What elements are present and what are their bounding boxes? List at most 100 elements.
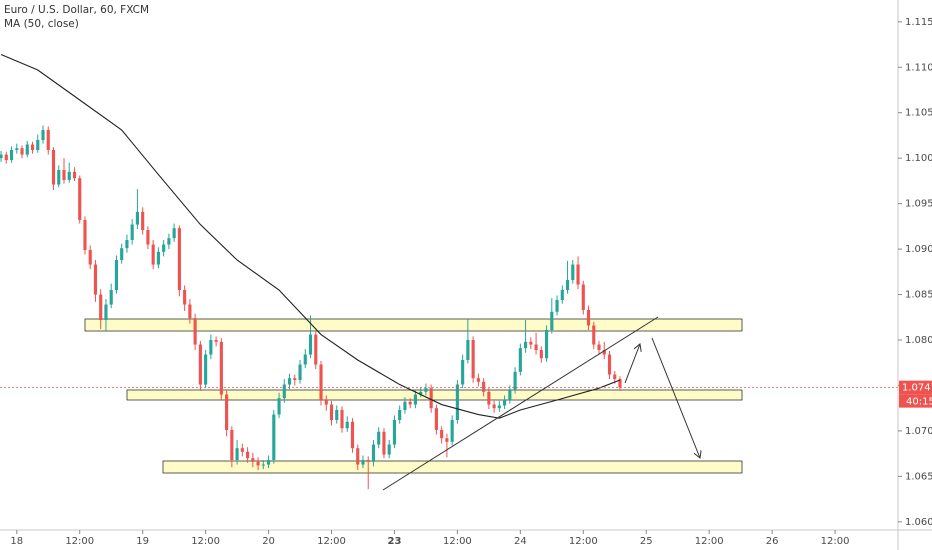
candle-body xyxy=(413,394,418,405)
candle-body xyxy=(230,430,234,460)
x-tick-label: 25 xyxy=(640,536,653,547)
x-tick-label: 12:00 xyxy=(695,536,724,547)
candle-body xyxy=(576,264,580,285)
candle-body xyxy=(366,460,370,462)
x-tick-label: 12:00 xyxy=(821,536,850,547)
candle-body xyxy=(555,300,559,312)
candle-body xyxy=(235,448,239,460)
candle-body xyxy=(114,260,119,290)
x-tick-label: 23 xyxy=(387,536,401,547)
candle-body xyxy=(492,404,496,409)
candle-body xyxy=(146,230,150,245)
candle-body xyxy=(57,170,61,185)
candle-body xyxy=(513,371,517,390)
x-tick-label: 26 xyxy=(766,536,779,547)
candle-body xyxy=(329,404,334,420)
candle-body xyxy=(539,350,543,359)
candle-body xyxy=(466,340,470,360)
x-tick-label: 20 xyxy=(262,536,275,547)
candle-body xyxy=(198,344,202,385)
candle-body xyxy=(240,448,244,452)
candle-body xyxy=(104,304,108,320)
candle-body xyxy=(345,421,349,429)
candle-body xyxy=(503,400,507,406)
candle-body xyxy=(225,394,229,430)
candle-body xyxy=(429,388,433,409)
candle-body xyxy=(476,378,480,382)
ma-line xyxy=(0,54,621,419)
candle-body xyxy=(524,341,528,349)
chart-title: Euro / U.S. Dollar, 60, FXCM xyxy=(4,4,149,16)
candle-body xyxy=(518,348,522,372)
candle-body xyxy=(266,460,271,465)
candle-body xyxy=(434,408,438,430)
candle-body xyxy=(256,461,260,466)
candle-body xyxy=(246,451,250,459)
candle-body xyxy=(534,344,538,350)
candle-body xyxy=(335,410,339,420)
candle-body xyxy=(371,444,376,462)
candle-body xyxy=(571,264,575,280)
candle-body xyxy=(340,410,344,429)
candle-body xyxy=(162,244,166,252)
candle-body xyxy=(482,381,486,392)
candle-body xyxy=(9,150,14,160)
candle-body xyxy=(209,340,213,355)
candle-body xyxy=(544,330,549,359)
candle-body xyxy=(177,228,181,290)
candle-body xyxy=(282,384,286,399)
candle-body xyxy=(607,354,612,375)
candle-body xyxy=(83,220,87,250)
candle-body xyxy=(350,421,355,449)
plot xyxy=(0,54,898,490)
candle-body xyxy=(172,228,176,239)
y-tick-label: 1.11500 xyxy=(905,17,932,28)
indicator-legend: MA (50, close) xyxy=(4,18,79,30)
candle-body xyxy=(99,294,103,320)
countdown-box xyxy=(899,394,932,408)
candle-body xyxy=(450,420,454,442)
candle-body xyxy=(508,390,512,400)
candle-body xyxy=(550,311,554,330)
last-price-label: 1.07476 xyxy=(902,383,932,394)
candle-body xyxy=(36,140,40,150)
candle-body xyxy=(408,401,412,405)
candle-body xyxy=(586,310,591,326)
candle-body xyxy=(130,224,134,240)
candle-body xyxy=(183,290,187,305)
candle-body xyxy=(120,248,124,260)
candle-body xyxy=(581,284,585,310)
candle-body xyxy=(403,401,407,410)
x-tick-label: 12:00 xyxy=(191,536,220,547)
countdown-label: 40:15 xyxy=(906,397,932,408)
candle-body xyxy=(461,360,465,385)
candle-body xyxy=(560,290,564,300)
candle-body xyxy=(529,341,533,345)
candle-body xyxy=(156,251,160,265)
candle-body xyxy=(109,290,113,305)
x-tick-label: 12:00 xyxy=(317,536,346,547)
candle-body xyxy=(251,458,255,462)
candle-body xyxy=(392,420,397,445)
x-tick-label: 12:00 xyxy=(443,536,472,547)
candle-body xyxy=(4,154,8,160)
candle-body xyxy=(440,430,444,439)
candle-body xyxy=(25,144,29,155)
candle-body xyxy=(141,211,145,230)
candle-body xyxy=(618,379,622,388)
candle-body xyxy=(135,211,140,225)
drawings xyxy=(84,318,743,474)
candle-body xyxy=(72,171,77,179)
candle-body xyxy=(293,378,297,380)
y-tick-label: 1.10500 xyxy=(905,108,932,119)
candle-body xyxy=(602,350,606,355)
y-tick-label: 1.08500 xyxy=(905,290,932,301)
candle-body xyxy=(193,318,197,345)
candle-body xyxy=(41,130,45,140)
y-tick-label: 1.09500 xyxy=(905,199,932,210)
candle-body xyxy=(30,144,35,150)
candle-body xyxy=(167,238,171,245)
candle-body xyxy=(20,148,24,155)
